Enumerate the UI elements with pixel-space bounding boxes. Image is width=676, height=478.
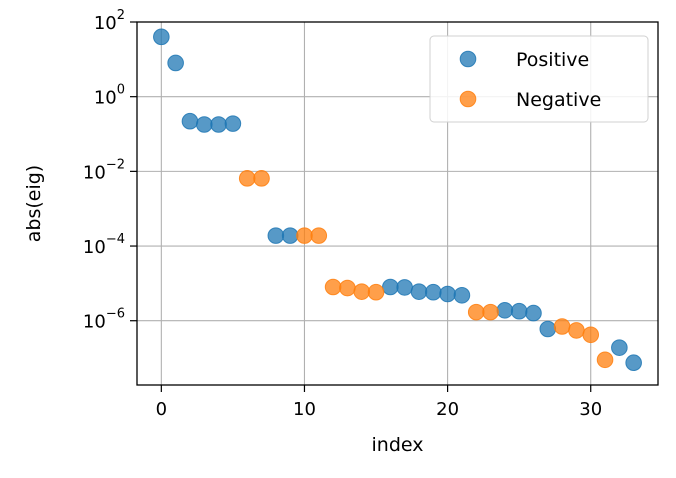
- legend-label-negative: Negative: [516, 89, 601, 111]
- data-point-positive: [267, 227, 285, 244]
- y-tick-label: 10−2: [83, 157, 125, 183]
- data-point-negative: [467, 303, 485, 321]
- data-point-negative: [253, 170, 270, 187]
- data-point-negative: [553, 318, 571, 335]
- data-point-negative: [367, 283, 385, 301]
- x-tick-label: 0: [156, 399, 167, 420]
- y-tick-label: 102: [94, 8, 125, 34]
- data-point-negative: [238, 170, 256, 187]
- data-point-positive: [453, 286, 471, 304]
- data-point-negative: [339, 279, 356, 297]
- data-point-positive: [410, 283, 428, 300]
- data-point-positive: [195, 116, 213, 133]
- data-point-positive: [153, 28, 170, 46]
- legend-box: [429, 35, 649, 123]
- plot-frame: [136, 21, 659, 386]
- data-point-positive: [510, 302, 528, 320]
- data-point-negative: [353, 283, 371, 300]
- legend-marker-negative: [459, 90, 477, 108]
- y-tick-label: 10−4: [83, 232, 125, 258]
- data-points: [153, 28, 642, 372]
- legend: Positive Negative: [429, 35, 649, 123]
- x-tick-label: 20: [436, 399, 459, 420]
- x-tick-label: 10: [293, 399, 316, 420]
- legend-marker-positive: [459, 50, 477, 68]
- data-point-positive: [525, 304, 542, 322]
- x-axis-label: index: [372, 434, 424, 456]
- y-tick-label: 100: [94, 83, 125, 109]
- data-point-positive: [424, 283, 442, 301]
- data-point-positive: [625, 354, 642, 372]
- data-point-positive: [611, 339, 628, 356]
- data-point-negative: [296, 227, 313, 244]
- data-point-positive: [439, 285, 456, 303]
- data-point-positive: [167, 54, 184, 72]
- data-point-positive: [496, 302, 514, 319]
- data-point-positive: [281, 227, 299, 244]
- y-tick-label: 10−6: [83, 307, 125, 333]
- data-point-positive: [539, 320, 557, 338]
- data-point-negative: [596, 351, 614, 369]
- data-point-positive: [210, 116, 227, 133]
- data-point-negative: [324, 278, 342, 296]
- data-point-negative: [582, 326, 600, 344]
- legend-label-positive: Positive: [516, 49, 589, 71]
- data-point-positive: [396, 279, 413, 296]
- y-axis-label: abs(eig): [23, 165, 45, 242]
- data-point-negative: [482, 303, 499, 321]
- data-point-negative: [568, 322, 585, 339]
- data-point-negative: [310, 227, 328, 244]
- x-axis: 0 10 20 30: [156, 385, 602, 420]
- data-point-positive: [181, 112, 199, 130]
- x-tick-label: 30: [579, 399, 602, 420]
- data-point-positive: [382, 278, 399, 296]
- y-axis: 10−6 10−4 10−2 100 102: [83, 8, 137, 333]
- data-point-positive: [224, 115, 242, 132]
